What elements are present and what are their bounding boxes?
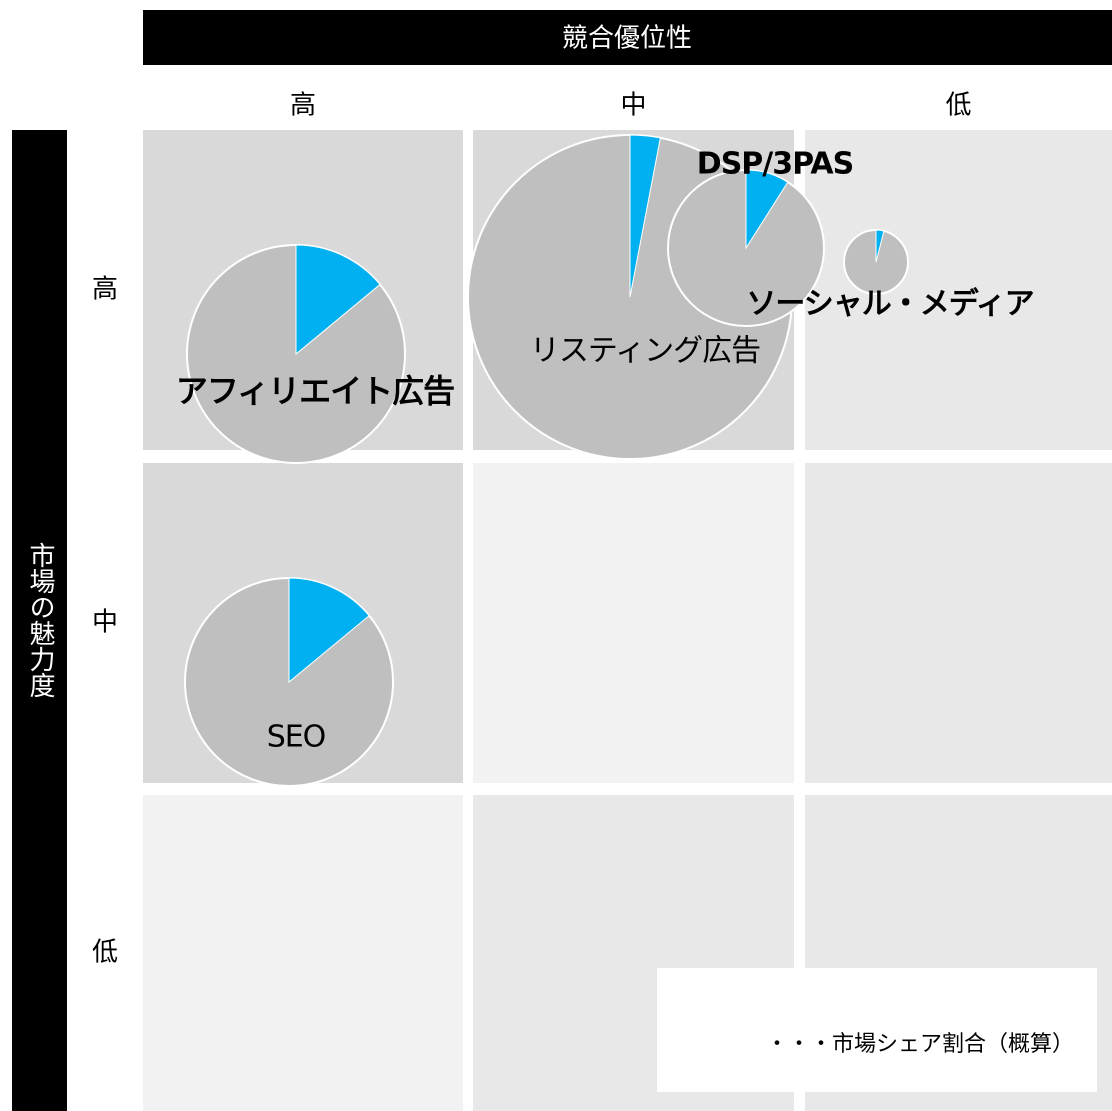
- pie-share-slice: [295, 244, 381, 356]
- row-label: 低: [92, 938, 118, 968]
- row-axis-bar: [12, 130, 67, 1111]
- pie-share-slice: [875, 229, 885, 263]
- column-label: 低: [945, 91, 971, 121]
- pie-label: DSP/3PAS: [697, 147, 853, 182]
- header-title: 競合優位性: [562, 24, 692, 54]
- header-bar: [143, 10, 1112, 65]
- column-label: 中: [620, 91, 646, 121]
- pie-share-slice: [745, 169, 789, 250]
- legend-box: [657, 968, 1097, 1092]
- pie-share-slice: [288, 577, 370, 684]
- matrix-cell: [805, 463, 1112, 783]
- pie-label: リスティング広告: [530, 334, 760, 369]
- pie-label: ソーシャル・メディア: [746, 287, 1033, 322]
- pie-label: SEO: [267, 720, 326, 755]
- pie-share-slice: [629, 134, 661, 298]
- matrix-cell: [473, 463, 794, 783]
- column-label: 高: [290, 91, 316, 121]
- matrix-cell: [143, 795, 463, 1111]
- row-label: 高: [92, 275, 118, 305]
- legend-label: ・・・市場シェア割合（概算）: [766, 1032, 1074, 1057]
- row-axis-title: 市場の魅力度: [25, 542, 55, 698]
- matrix-cell: [805, 130, 1112, 450]
- row-label: 中: [92, 608, 118, 638]
- pie-label: アフィリエイト広告: [176, 372, 454, 410]
